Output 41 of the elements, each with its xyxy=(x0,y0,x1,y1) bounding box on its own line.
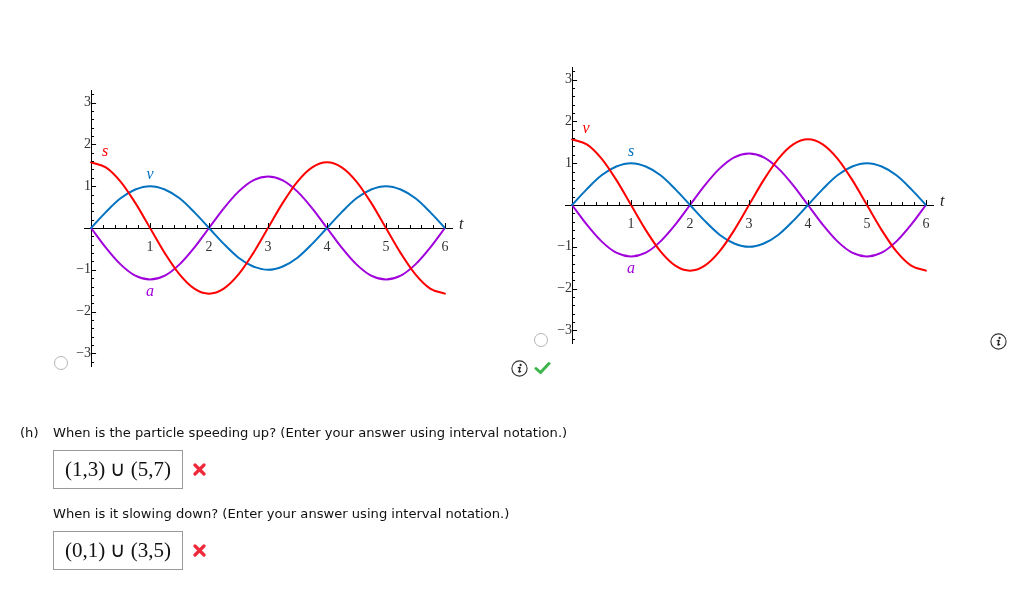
y-tick-label: −2 xyxy=(76,303,92,319)
series-label: v xyxy=(146,165,155,183)
y-tick-label: 1 xyxy=(84,177,92,193)
x-tick-label: 1 xyxy=(146,239,154,255)
x-tick-label: 4 xyxy=(323,239,331,255)
y-tick-label: −1 xyxy=(76,261,92,277)
x-tick-label: 2 xyxy=(686,216,694,232)
y-tick-label: −3 xyxy=(557,322,573,338)
x-axis-title: t xyxy=(459,215,464,233)
y-tick-label: −3 xyxy=(76,345,92,361)
y-tick-label: 2 xyxy=(565,113,573,129)
series-label: s xyxy=(627,142,635,160)
y-tick-label: −1 xyxy=(557,238,573,254)
x-tick-label: 6 xyxy=(441,239,449,255)
text: When is it slowing down? (Enter your answer using interval notation.) xyxy=(53,505,510,522)
y-tick-label: −2 xyxy=(557,280,573,296)
line-series xyxy=(90,161,446,295)
line-series xyxy=(90,185,446,271)
y-tick-label: 3 xyxy=(84,94,92,110)
line-series xyxy=(571,138,927,272)
line-series xyxy=(571,162,927,248)
x-tick-label: 4 xyxy=(804,216,812,232)
x-tick-label: 1 xyxy=(627,216,635,232)
y-tick-label: 2 xyxy=(84,136,92,152)
x-tick-label: 5 xyxy=(382,239,390,255)
text: (0,1) ∪ (3,5) xyxy=(65,538,171,563)
series-label: v xyxy=(582,118,591,136)
x-tick-label: 3 xyxy=(745,216,753,232)
text: (1,3) ∪ (5,7) xyxy=(65,457,171,482)
y-tick-label: 3 xyxy=(565,71,573,87)
series-label: s xyxy=(101,141,109,159)
series-label: a xyxy=(146,281,155,299)
x-tick-label: 2 xyxy=(205,239,213,255)
x-tick-label: 5 xyxy=(863,216,871,232)
text: (h) xyxy=(20,424,39,441)
text: When is the particle speeding up? (Enter your answer using interval notation.) xyxy=(53,424,568,441)
x-tick-label: 6 xyxy=(922,216,930,232)
x-axis-title: t xyxy=(940,192,945,210)
y-tick-label: 1 xyxy=(565,154,573,170)
x-tick-label: 3 xyxy=(264,239,272,255)
series-label: a xyxy=(627,258,636,276)
